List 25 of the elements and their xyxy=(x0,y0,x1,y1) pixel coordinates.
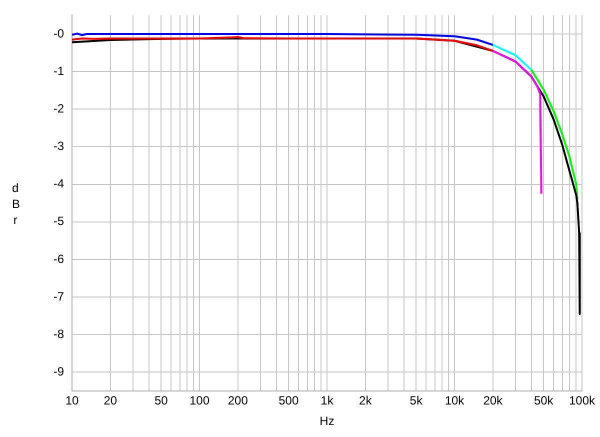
y-tick-label: -1 xyxy=(53,64,64,78)
y-tick-label: -8 xyxy=(53,326,64,341)
x-tick-label: 50k xyxy=(534,394,554,408)
x-tick-label: 10 xyxy=(65,394,79,408)
x-tick-label: 200 xyxy=(228,394,248,408)
x-axis-title: Hz xyxy=(320,414,334,428)
y-tick-label: -6 xyxy=(53,252,64,266)
x-tick-label: 20 xyxy=(104,394,118,408)
x-tick-label: 20k xyxy=(483,394,504,408)
y-tick-label: -5 xyxy=(53,214,64,228)
y-tick-label: -7 xyxy=(53,289,64,304)
y-tick-label: -9 xyxy=(53,364,64,379)
y-tick-label: -0 xyxy=(53,26,64,40)
x-tick-label: 10k xyxy=(444,394,466,408)
x-tick-label: 100k xyxy=(568,394,596,408)
x-tick-label: 500 xyxy=(278,394,299,408)
x-tick-label: 1k xyxy=(320,394,334,408)
y-tick-label: -3 xyxy=(53,139,64,154)
x-tick-label: 5k xyxy=(410,394,424,408)
x-tick-label: 50 xyxy=(154,394,168,408)
y-tick-label: -2 xyxy=(53,101,64,116)
y-axis-title: dBr xyxy=(12,180,20,228)
x-tick-label: 100 xyxy=(189,394,210,408)
x-tick-label: 2k xyxy=(359,394,373,408)
y-tick-label: -4 xyxy=(53,176,64,191)
